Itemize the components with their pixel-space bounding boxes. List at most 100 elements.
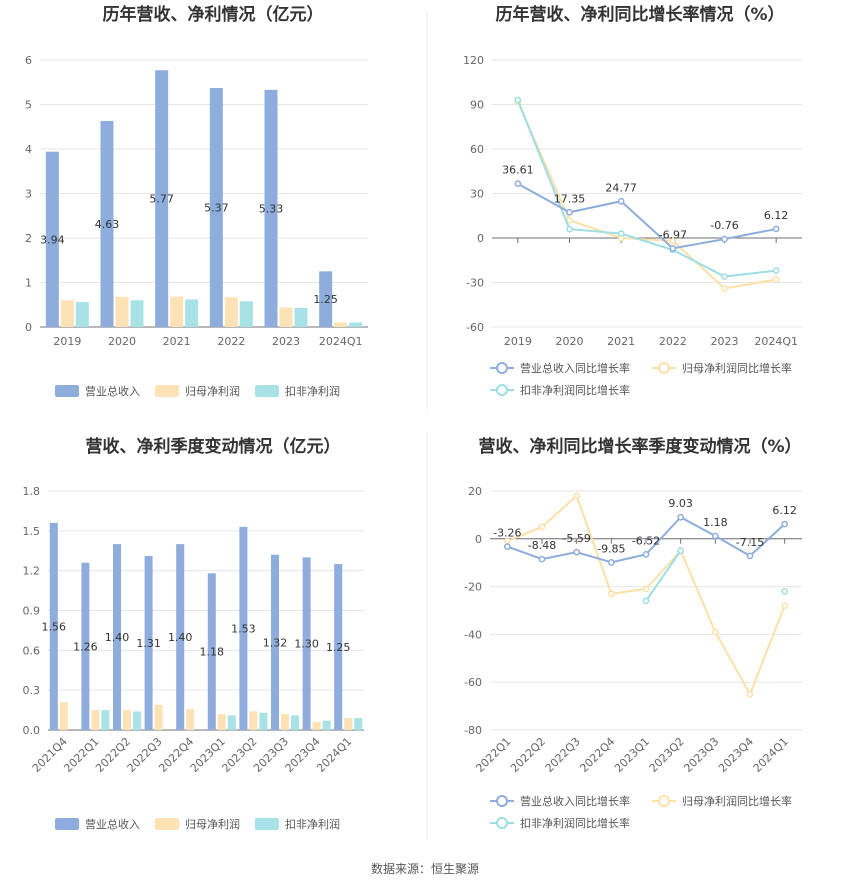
bar-parent-profit [334,322,348,327]
point-revenue-growth [772,225,780,233]
data-label: 3.94 [40,233,65,246]
x-tick-label: 2022 [659,335,687,348]
bar-revenue [319,271,333,327]
bar-parent-profit [224,297,238,327]
x-tick-label: 2020 [108,335,136,348]
chart-title-annual-amounts: 历年营收、净利情况（亿元） [103,4,324,25]
point-parent-profit-growth [669,237,677,245]
y-tick-label: 2 [25,232,32,245]
bar-deducted-profit [294,307,308,327]
bar-deducted-profit [133,711,141,730]
point-revenue-growth [503,543,511,550]
data-label: 36.61 [502,164,534,177]
point-revenue-growth [669,244,677,252]
legend-marker [658,795,670,807]
data-label: 6.12 [764,209,789,222]
legend-marker [496,817,508,829]
y-tick-label: 5 [25,99,32,112]
data-label: 1.53 [231,622,256,635]
data-label: 1.30 [294,638,319,651]
data-label: 1.18 [703,516,728,529]
y-tick-label: 4 [25,143,32,156]
bar-revenue [100,120,114,327]
point-revenue-growth [607,558,615,566]
point-revenue-growth [721,235,728,243]
data-label: -9.85 [597,542,625,555]
data-label: -5.59 [562,532,590,545]
legend-label: 扣非净利润同比增长率 [520,383,630,397]
y-tick-label: 90 [470,99,484,112]
point-deducted-profit-growth [781,588,789,595]
bar-parent-profit [217,714,226,730]
legend-label: 营业总收入 [85,817,140,831]
data-label: 1.40 [168,631,193,644]
point-deducted-profit-growth [721,273,728,280]
point-deducted-profit-growth [617,230,625,237]
data-label: 17.35 [554,192,586,205]
data-label: -3.26 [493,527,521,540]
legend-label: 归母净利润 [185,817,240,831]
bar-parent-profit [91,710,100,730]
point-parent-profit-growth [607,590,615,598]
y-tick-label: 0 [25,321,32,334]
bar-deducted-profit [259,712,268,730]
bar-revenue [207,573,216,730]
y-tick-label: -20 [464,581,482,594]
bar-parent-profit [279,307,293,327]
legend-label: 扣非净利润 [285,817,340,831]
bar-deducted-profit [349,322,363,327]
point-parent-profit-growth [746,690,754,698]
legend-marker [658,362,670,374]
chart-title-annual-growth: 历年营收、净利同比增长率情况（%） [495,4,784,25]
point-revenue-growth [781,520,789,528]
line-parent-profit-growth [506,494,786,697]
point-parent-profit-growth [781,602,789,610]
point-revenue-growth [677,513,685,521]
y-tick-label: 120 [463,54,484,67]
y-tick-label: 3 [25,188,32,201]
x-tick-label: 2019 [504,335,532,348]
y-tick-label: 0.3 [23,684,41,697]
bar-revenue [239,526,248,730]
legend-label: 营业总收入 [85,384,140,398]
y-tick-label: -60 [466,321,484,334]
x-tick-label: 2023 [272,335,300,348]
x-tick-label: 2023Q3 [681,735,721,775]
bar-parent-profit [186,708,195,730]
bar-parent-profit [170,296,184,327]
point-deducted-profit-growth [566,225,573,233]
legend-label: 归母净利润同比增长率 [682,361,792,375]
bar-revenue [271,554,279,730]
bar-revenue [144,556,153,730]
y-tick-label: -80 [464,724,482,737]
x-tick-label: 2023Q4 [716,735,756,775]
bar-revenue [302,557,311,730]
point-parent-profit-growth [538,523,546,531]
y-tick-label: 20 [468,485,482,498]
point-revenue-growth [538,555,546,563]
x-tick-label: 2023 [711,335,739,348]
point-revenue-growth [746,552,754,560]
point-parent-profit-growth [573,492,581,500]
data-label: -8.48 [528,539,556,552]
data-source-footer: 数据来源：恒生聚源 [370,862,479,876]
point-deducted-profit-growth [514,96,522,104]
point-revenue-growth [573,548,581,556]
y-tick-label: 0.9 [23,605,41,618]
point-deducted-profit-growth [677,547,685,555]
bar-parent-profit [281,714,289,730]
x-tick-label: 2021 [607,335,635,348]
bar-revenue [45,151,59,327]
bar-parent-profit [59,702,68,730]
legend-label: 扣非净利润同比增长率 [520,816,630,830]
point-deducted-profit-growth [642,597,650,605]
x-tick-label: 2022Q3 [543,735,583,775]
data-label: 5.33 [259,202,284,215]
bar-parent-profit [344,718,353,730]
legend-marker [496,384,508,396]
data-label: -0.76 [710,219,738,232]
data-label: 5.37 [204,202,229,215]
x-tick-label: 2023Q2 [647,735,687,775]
y-tick-label: 1.2 [23,565,41,578]
data-label: 5.77 [149,193,174,206]
